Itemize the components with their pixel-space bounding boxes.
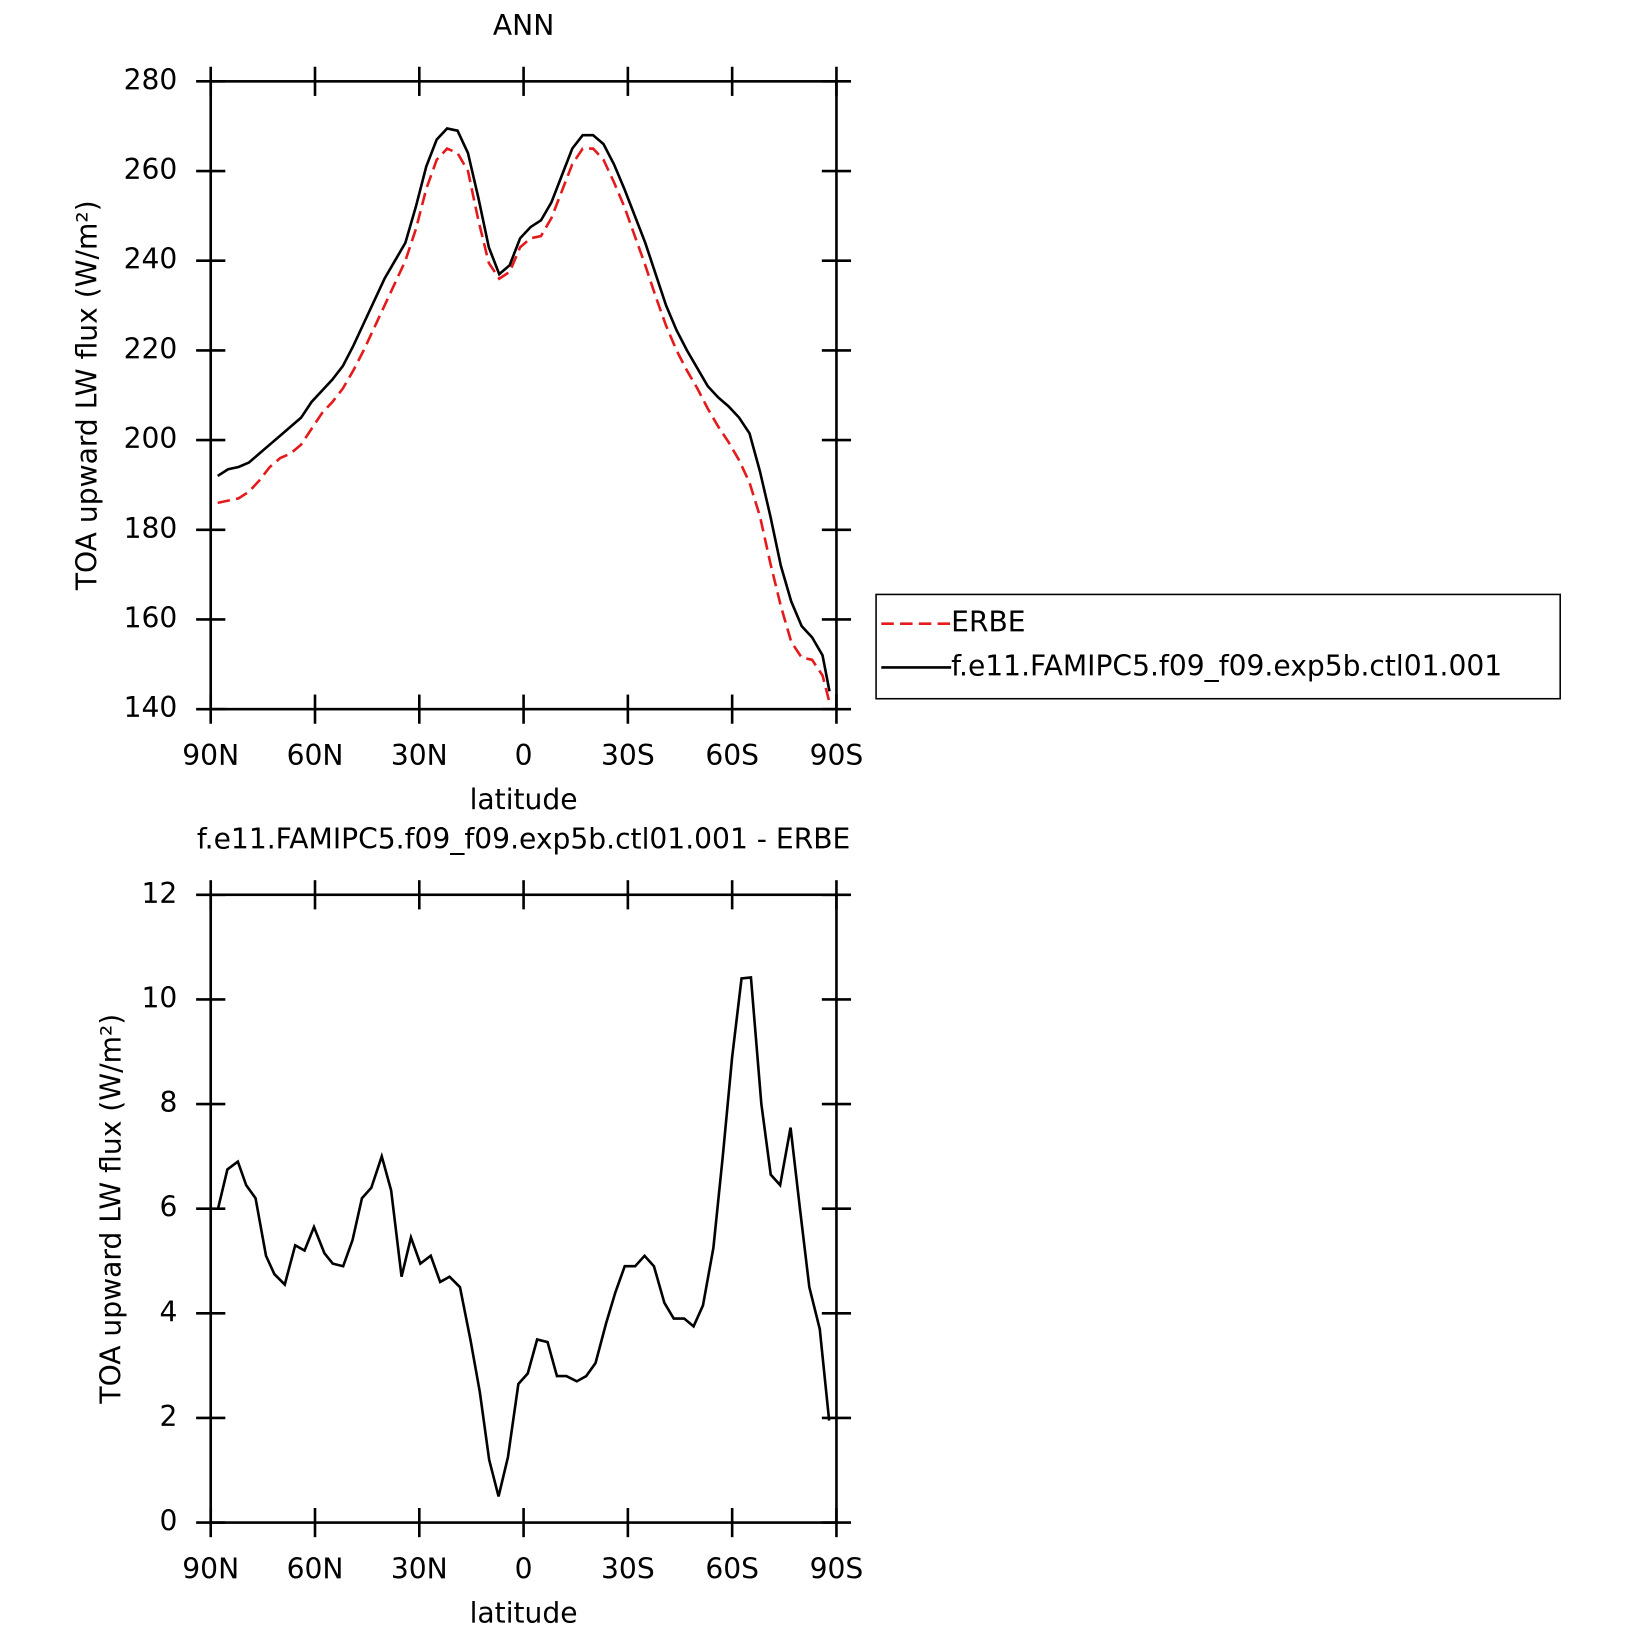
x-tick-label: 90S xyxy=(810,1553,864,1586)
y-tick-label: 0 xyxy=(159,1505,177,1538)
legend-label: f.e11.FAMIPC5.f09_f09.exp5b.ctl01.001 xyxy=(951,649,1502,682)
x-tick-label: 60N xyxy=(287,739,344,772)
x-tick-label: 60S xyxy=(705,739,759,772)
x-tick-label: 30S xyxy=(601,1553,655,1586)
y-tick-label: 280 xyxy=(124,63,178,96)
x-axis-label: latitude xyxy=(470,783,578,816)
legend-box xyxy=(875,593,1561,700)
x-tick-label: 90S xyxy=(810,739,864,772)
y-tick-label: 260 xyxy=(124,153,178,186)
y-tick-label: 240 xyxy=(124,243,178,276)
y-tick-label: 140 xyxy=(124,691,178,724)
x-tick-label: 30N xyxy=(391,739,448,772)
y-tick-label: 180 xyxy=(124,512,178,545)
chart-title: ANN xyxy=(493,9,554,42)
plot-frame xyxy=(209,80,838,711)
plot-frame xyxy=(209,893,838,1524)
y-tick-label: 160 xyxy=(124,601,178,634)
chart-title: f.e11.FAMIPC5.f09_f09.exp5b.ctl01.001 - … xyxy=(197,823,851,856)
x-axis-label: latitude xyxy=(470,1596,578,1629)
y-tick-label: 6 xyxy=(159,1191,177,1224)
y-tick-label: 10 xyxy=(142,981,178,1014)
y-tick-label: 12 xyxy=(142,877,178,910)
x-tick-label: 60N xyxy=(287,1553,344,1586)
y-tick-label: 200 xyxy=(124,422,178,455)
legend-label: ERBE xyxy=(951,606,1025,639)
y-axis-label: TOA upward LW flux (W/m²) xyxy=(95,1014,128,1405)
x-tick-label: 60S xyxy=(705,1553,759,1586)
x-tick-label: 90N xyxy=(182,739,239,772)
y-tick-label: 220 xyxy=(124,332,178,365)
y-tick-label: 2 xyxy=(159,1400,177,1433)
x-tick-label: 90N xyxy=(182,1553,239,1586)
x-tick-label: 0 xyxy=(515,739,533,772)
data-line xyxy=(216,975,831,1497)
x-tick-label: 30N xyxy=(391,1553,448,1586)
y-tick-label: 8 xyxy=(159,1086,177,1119)
data-line xyxy=(217,147,831,703)
x-tick-label: 0 xyxy=(515,1553,533,1586)
y-tick-label: 4 xyxy=(159,1295,177,1328)
y-axis-label: TOA upward LW flux (W/m²) xyxy=(71,200,104,591)
data-line xyxy=(216,126,831,692)
x-tick-label: 30S xyxy=(601,739,655,772)
